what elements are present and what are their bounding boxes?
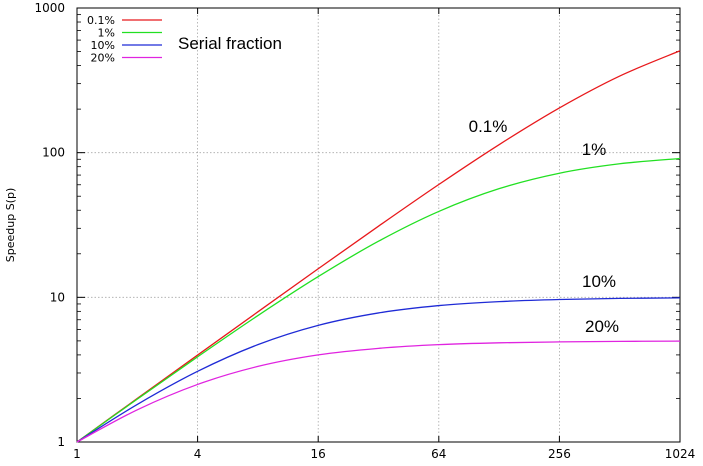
grid-lines	[77, 8, 680, 442]
legend-label: 10%	[91, 39, 115, 52]
series-lines	[76, 50, 681, 443]
legend-label: 0.1%	[87, 14, 115, 27]
y-tick-label: 1	[57, 435, 65, 449]
y-tick-label: 100	[42, 146, 65, 160]
series-line-10pct	[76, 297, 681, 443]
x-tick-label: 64	[431, 447, 446, 461]
legend: 0.1%1%10%20% Serial fraction	[87, 14, 282, 65]
legend-label: 20%	[91, 52, 115, 65]
series-line-1pct	[76, 157, 681, 443]
x-tick-label: 1024	[665, 447, 696, 461]
curve-label: 10%	[582, 272, 616, 291]
x-tick-label: 256	[548, 447, 571, 461]
y-tick-label: 10	[50, 290, 65, 304]
series-line-20pct	[76, 340, 681, 443]
axis-ticks: 1 4 16 64 256 1024 1 10 100 1000	[34, 1, 695, 461]
legend-label: 1%	[98, 27, 115, 40]
plot-frame	[76, 7, 681, 443]
curve-label: 20%	[585, 317, 619, 336]
x-tick-label: 1	[73, 447, 81, 461]
x-tick-label: 16	[311, 447, 326, 461]
y-tick-label: 1000	[34, 1, 65, 15]
curve-label: 1%	[582, 140, 607, 159]
y-axis-label: Speedup S(p)	[4, 188, 17, 262]
series-labels: 0.1% 1% 10% 20%	[469, 117, 619, 336]
series-line-0_1pct	[76, 50, 681, 443]
x-tick-label: 4	[194, 447, 202, 461]
legend-title: Serial fraction	[178, 34, 282, 53]
curve-label: 0.1%	[469, 117, 508, 136]
